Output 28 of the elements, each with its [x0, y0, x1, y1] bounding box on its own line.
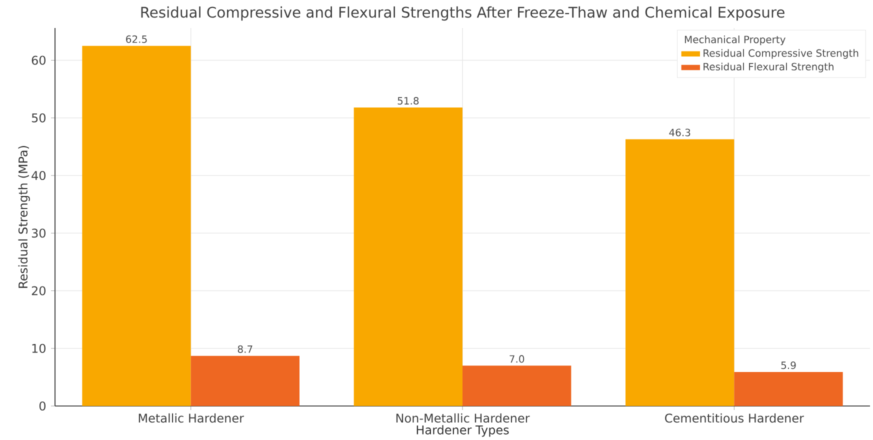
y-tick-label: 30: [32, 228, 46, 238]
bar: [190, 356, 300, 406]
legend-label: Residual Flexural Strength: [704, 62, 834, 72]
x-tick-label: Metallic Hardener: [138, 413, 244, 423]
x-tick-label: Cementitious Hardener: [665, 413, 804, 423]
data-label: 62.5: [126, 35, 147, 43]
data-label: 8.7: [238, 345, 252, 353]
y-tick-label: 40: [32, 170, 46, 180]
bar: [734, 372, 843, 406]
x-tick-label: Non-Metallic Hardener: [396, 413, 530, 423]
bar: [462, 366, 572, 406]
y-tick-label: 60: [32, 56, 46, 65]
data-label: 7.0: [510, 355, 524, 363]
bar: [626, 139, 734, 406]
y-axis-title: Residual Strength (MPa): [18, 146, 30, 288]
legend-label: Residual Compressive Strength: [704, 49, 858, 59]
legend-title: Mechanical Property: [684, 36, 786, 46]
data-label: 5.9: [781, 362, 796, 370]
bar: [354, 108, 463, 406]
x-axis-title: Hardener Types: [416, 425, 509, 437]
data-label: 51.8: [398, 97, 419, 105]
y-tick-label: 50: [32, 113, 46, 122]
y-tick-label: 10: [32, 344, 46, 353]
y-tick-label: 20: [32, 286, 46, 296]
bar: [82, 46, 191, 406]
chart-title: Residual Compressive and Flexural Strengths After Freeze-Thaw and Chemical Exposure: [141, 6, 784, 21]
data-label: 46.3: [669, 128, 690, 136]
y-tick-label: 0: [39, 401, 46, 411]
